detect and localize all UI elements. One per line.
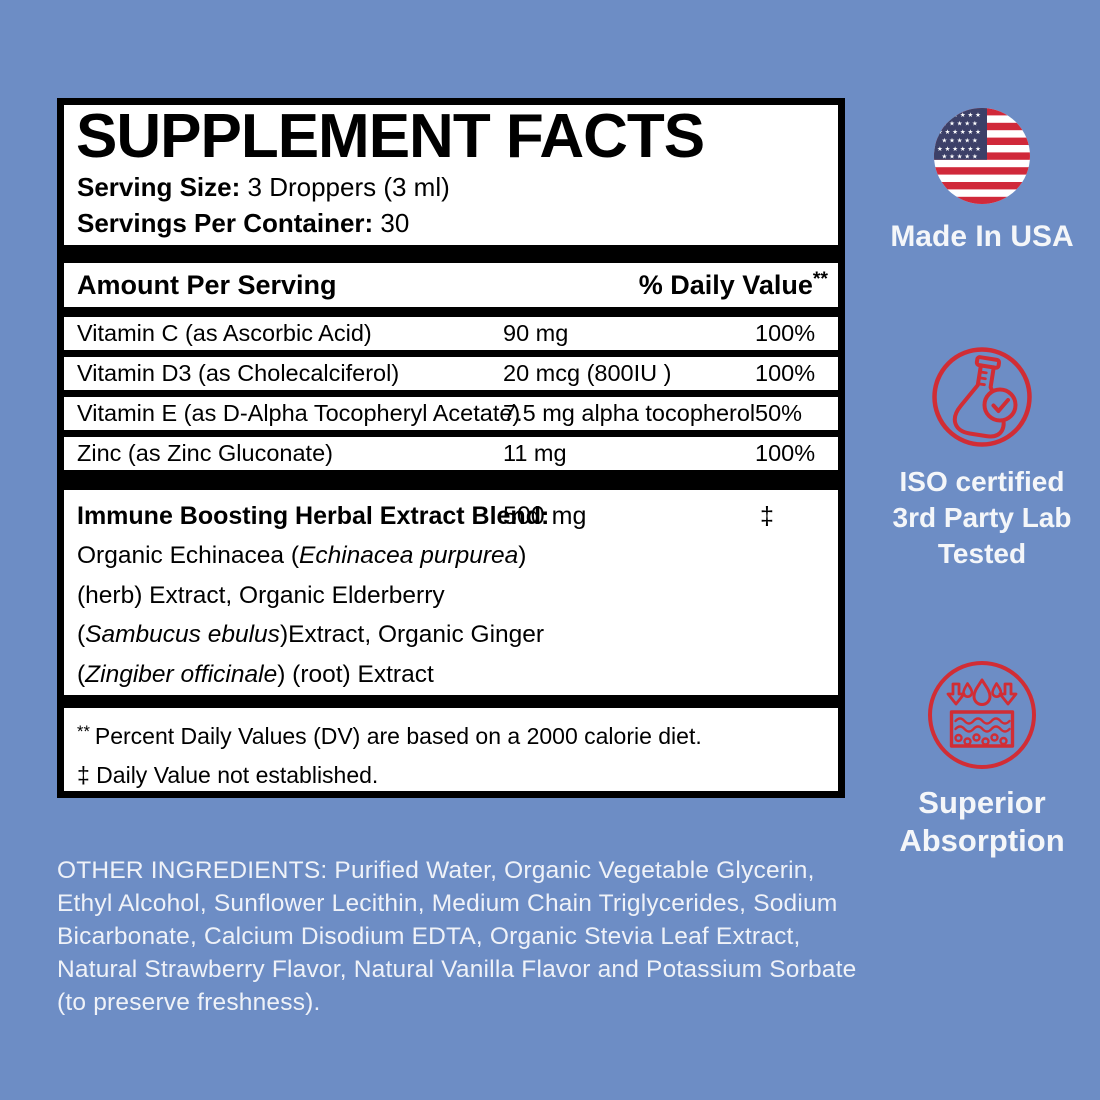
blend-ingredients-line: (herb) Extract, Organic Elderberry [77,581,445,609]
other-ingredients-text: OTHER INGREDIENTS: Purified Water, Organ… [57,856,857,1016]
lab-flask-check-icon [932,347,1032,447]
serving-size-value: 3 Droppers (3 ml) [240,172,450,202]
footnote-daily-values: ** Percent Daily Values (DV) are based on… [77,721,702,749]
row-separator [64,350,838,357]
blend-ingredients-line: (Sambucus ebulus)Extract, Organic Ginger [77,621,545,648]
footnotes: ** Percent Daily Values (DV) are based on… [64,708,838,791]
svg-text:★★★★★: ★★★★★ [942,137,980,145]
daily-value-asterisks: ** [812,267,828,290]
servings-per-container-line: Servings Per Container: 30 [77,205,838,241]
table-row: Zinc (as Zinc Gluconate) 11 mg 100% [64,437,838,470]
us-flag-icon: ★★★★★★ ★★★★★ ★★★★★★ ★★★★★ ★★★★★★ ★★★★★ [934,108,1030,204]
servings-per-container-label: Servings Per Container: [77,208,374,238]
row-separator [64,430,838,437]
blend-header-line: Immune Boosting Herbal Extract Blend: 50… [77,497,838,536]
serving-info: Serving Size: 3 Droppers (3 ml) Servings… [64,167,838,245]
nutrient-amount: 20 mcg (800IU ) [503,360,672,386]
nutrient-table: Vitamin C (as Ascorbic Acid) 90 mg 100% … [64,317,838,470]
divider-thick-mid [64,470,838,490]
herbal-blend-section: Immune Boosting Herbal Extract Blend: 50… [64,497,838,695]
nutrient-name: Vitamin E (as D-Alpha Tocopheryl Acetate… [77,400,521,426]
svg-text:★★★★★: ★★★★★ [942,120,980,128]
divider-thick-bottom [64,695,838,708]
blend-dv-symbol: ‡ [760,502,774,530]
nutrient-name: Zinc (as Zinc Gluconate) [77,440,333,466]
nutrient-amount: 7.5 mg alpha tocopherol [503,400,756,426]
nutrient-dv: 50% [755,400,803,426]
blend-ingredients-line: Organic Echinacea (Echinacea purpurea) [77,542,527,569]
nutrient-dv: 100% [755,440,816,466]
footnote-not-established: ‡ Daily Value not established. [77,762,379,788]
svg-text:★★★★★: ★★★★★ [942,153,980,161]
svg-text:★★★★★★: ★★★★★★ [937,128,983,136]
row-separator [64,390,838,397]
footnote-asterisks: ** [77,721,90,741]
serving-size-label: Serving Size: [77,172,241,202]
table-header-row: Amount Per Serving % Daily Value** [64,263,838,307]
badge-superior-absorption: Superior Absorption [872,659,1092,860]
nutrient-name: Vitamin C (as Ascorbic Acid) [77,320,372,346]
made-in-usa-label: Made In USA [890,220,1074,253]
amount-per-serving-header: Amount Per Serving [77,269,337,300]
nutrient-dv: 100% [755,360,816,386]
divider-header [64,307,838,317]
blend-amount: 500 mg [503,502,587,530]
table-row: Vitamin E (as D-Alpha Tocopheryl Acetate… [64,397,838,430]
serving-size-line: Serving Size: 3 Droppers (3 ml) [77,169,838,205]
iso-certified-label: ISO certified 3rd Party Lab Tested [892,466,1072,569]
supplement-facts-title: SUPPLEMENT FACTS [76,102,705,171]
svg-text:★★★★★★: ★★★★★★ [937,145,983,153]
blend-ingredients-line: (Zingiber officinale) (root) Extract [77,660,434,688]
daily-value-header: % Daily Value** [638,267,828,300]
badge-iso-certified: ISO certified 3rd Party Lab Tested [872,345,1092,572]
skin-absorption-icon [928,661,1036,769]
blend-name: Immune Boosting Herbal Extract Blend: [77,502,550,530]
divider-thick-top [64,245,838,263]
nutrient-name: Vitamin D3 (as Cholecalciferol) [77,360,400,386]
table-row: Vitamin D3 (as Cholecalciferol) 20 mcg (… [64,357,838,390]
servings-per-container-value: 30 [373,208,410,238]
superior-absorption-label: Superior Absorption [899,785,1065,858]
nutrient-amount: 11 mg [503,440,567,466]
nutrient-dv: 100% [755,320,816,346]
supplement-facts-panel: SUPPLEMENT FACTS Serving Size: 3 Dropper… [57,98,845,798]
table-row: Vitamin C (as Ascorbic Acid) 90 mg 100% [64,317,838,350]
svg-text:★★★★★★: ★★★★★★ [937,111,983,119]
badge-made-in-usa: ★★★★★★ ★★★★★ ★★★★★★ ★★★★★ ★★★★★★ ★★★★★ M… [872,108,1092,254]
nutrient-amount: 90 mg [503,320,569,346]
